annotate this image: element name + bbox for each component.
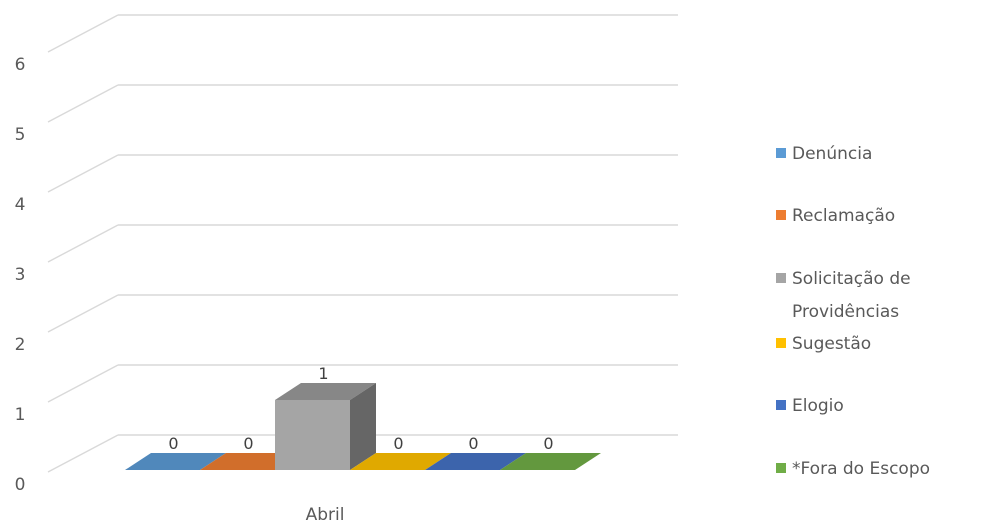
bars	[125, 383, 601, 470]
y-tick-label: 6	[15, 55, 26, 75]
legend-label: Denúncia	[792, 144, 872, 164]
bar-*Fora do Escopo	[500, 453, 601, 470]
y-tick-label: 4	[15, 195, 26, 215]
y-tick-label: 3	[15, 265, 26, 285]
bar-Solicitação de Providências	[275, 383, 376, 470]
gridline-1	[47, 364, 678, 403]
y-tick-label: 1	[15, 405, 26, 425]
gridline-0	[47, 434, 678, 473]
data-label: 0	[543, 434, 553, 453]
gridline-4	[47, 154, 678, 193]
legend-label: Solicitação de Providências	[792, 269, 911, 322]
bar-Elogio	[425, 453, 526, 470]
legend-item: Solicitação de Providências	[776, 269, 911, 322]
data-labels: 0 0 1 0 0 0	[168, 364, 553, 453]
data-label: 0	[468, 434, 478, 453]
legend-swatch	[776, 148, 786, 158]
bar-Denúncia	[125, 453, 226, 470]
legend-item: Elogio	[776, 396, 844, 416]
bar-Sugestão	[350, 453, 451, 470]
gridline-2	[47, 294, 678, 333]
gridline-3	[47, 224, 678, 263]
gridline-6	[47, 14, 678, 53]
legend-swatch	[776, 463, 786, 473]
legend-item: Denúncia	[776, 144, 872, 164]
legend-swatch	[776, 210, 786, 220]
y-tick-label: 0	[15, 475, 26, 495]
gridlines	[47, 14, 678, 473]
legend-label: Elogio	[792, 396, 844, 416]
legend-label: Sugestão	[792, 334, 871, 354]
data-label: 0	[393, 434, 403, 453]
x-tick-label: Abril	[306, 505, 345, 525]
y-tick-label: 5	[15, 125, 26, 145]
legend-item: Reclamação	[776, 206, 895, 226]
legend-swatch	[776, 273, 786, 283]
legend-swatch	[776, 338, 786, 348]
gridline-5	[47, 84, 678, 123]
legend-item: *Fora do Escopo	[776, 459, 930, 479]
data-label: 0	[168, 434, 178, 453]
legend-label: *Fora do Escopo	[792, 459, 930, 479]
legend-label: Reclamação	[792, 206, 895, 226]
data-label: 1	[318, 364, 328, 383]
y-tick-label: 2	[15, 335, 26, 355]
data-label: 0	[243, 434, 253, 453]
y-axis-tick-labels: 0 1 2 3 4 5 6	[15, 55, 26, 495]
legend-swatch	[776, 400, 786, 410]
legend-item: Sugestão	[776, 334, 871, 354]
x-axis-category-labels: Abril	[306, 505, 345, 525]
legend: Denúncia Reclamação Solicitação de Providên…	[776, 144, 930, 479]
